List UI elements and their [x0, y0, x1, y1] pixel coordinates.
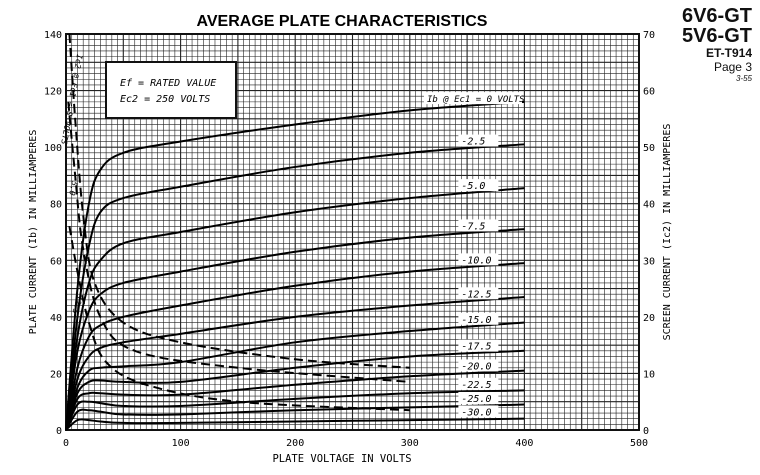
curve-label: -15.0	[461, 315, 491, 326]
plate-curves	[65, 100, 525, 431]
y2-tick-label: 20	[643, 313, 655, 324]
x-axis-label: PLATE VOLTAGE IN VOLTS	[272, 453, 411, 465]
screen-curves	[67, 33, 410, 412]
conditions-box: Ef = RATED VALUE Ec2 = 250 VOLTS	[105, 61, 237, 119]
y2-tick-label: 40	[643, 200, 655, 211]
chart-title: AVERAGE PLATE CHARACTERISTICS	[197, 13, 488, 30]
plate-curve	[65, 296, 525, 431]
curve-label-bg	[458, 219, 499, 232]
curve-label-bg	[458, 359, 499, 372]
curve-label: Ib @ Ec1 = 0 VOLTS	[427, 95, 525, 105]
axis-ticks: 0 100 200 300 400 500020406080100120140010203…	[44, 30, 655, 449]
plate-curve	[65, 228, 525, 431]
curve-label: -7.5	[461, 221, 485, 232]
y-tick-label: 20	[50, 369, 62, 380]
document-id: ET-T914	[705, 46, 752, 60]
curve-label: -2.5	[461, 137, 485, 148]
curve-label-bg	[458, 179, 499, 192]
document-date: 3-55	[735, 74, 752, 83]
curve-label-bg	[458, 377, 499, 390]
curve-label-bg	[458, 253, 499, 266]
screen-curve-label: -5.0	[67, 176, 80, 197]
plate-curve	[65, 369, 525, 431]
plate-curve	[65, 100, 525, 431]
plate-curve	[65, 143, 525, 431]
x-tick-label: 500	[630, 438, 648, 449]
curve-label: -22.5	[461, 380, 491, 391]
y-tick-label: 120	[44, 87, 62, 98]
tube-type-2: 5V6-GT	[681, 25, 752, 47]
curve-label-bg	[458, 287, 499, 300]
y-tick-label: 60	[50, 256, 62, 267]
x-tick-label: 300	[401, 438, 419, 449]
curve-label: -20.0	[461, 361, 491, 372]
y2-tick-label: 30	[643, 256, 655, 267]
y-tick-label: 0	[56, 426, 62, 437]
screen-curve	[68, 226, 410, 412]
curve-label-bg	[458, 312, 499, 325]
curve-label-bg	[458, 391, 499, 404]
y2-tick-label: 10	[643, 369, 655, 380]
curve-label-bg	[458, 405, 499, 418]
y-tick-label: 140	[44, 30, 62, 41]
screen-curve	[67, 101, 410, 383]
plot-frame	[65, 33, 640, 431]
y2-tick-label: 50	[643, 143, 655, 154]
curve-label: -5.0	[461, 181, 485, 192]
tube-type-1: 6V6-GT	[681, 5, 752, 27]
condition-ef: Ef = RATED VALUE	[120, 78, 216, 89]
curve-label-bg	[458, 134, 499, 147]
plate-curve	[65, 321, 525, 431]
y2-tick-label: 0	[643, 426, 649, 437]
plate-curve	[65, 403, 525, 431]
y2-tick-label: 60	[643, 87, 655, 98]
plate-curve	[65, 262, 525, 431]
curve-label: -30.0	[461, 407, 491, 418]
plate-curve	[65, 187, 525, 431]
y-axis-label: PLATE CURRENT (Ib) IN MILLIAMPERES	[28, 130, 39, 335]
curve-label: -25.0	[461, 394, 491, 405]
y2-axis-label: SCREEN CURRENT (Ic2) IN MILLIAMPERES	[662, 124, 673, 341]
page-number: Page 3	[713, 60, 752, 74]
x-tick-label: 0	[63, 438, 69, 449]
curve-label: -10.0	[461, 255, 491, 266]
condition-ec2: Ec2 = 250 VOLTS	[120, 94, 210, 105]
curve-label: -17.5	[461, 342, 491, 353]
plate-curve	[65, 417, 525, 431]
curve-label: -12.5	[461, 289, 491, 300]
y-tick-label: 80	[50, 200, 62, 211]
y2-tick-label: 70	[643, 30, 655, 41]
x-tick-label: 100	[172, 438, 190, 449]
plate-curve	[65, 389, 525, 431]
x-tick-label: 200	[286, 438, 304, 449]
curve-label-bg	[458, 339, 499, 352]
x-tick-label: 400	[515, 438, 533, 449]
screen-curve	[68, 33, 410, 369]
y-tick-label: 40	[50, 313, 62, 324]
y-tick-label: 100	[44, 143, 62, 154]
curve-label-bg	[423, 92, 522, 105]
